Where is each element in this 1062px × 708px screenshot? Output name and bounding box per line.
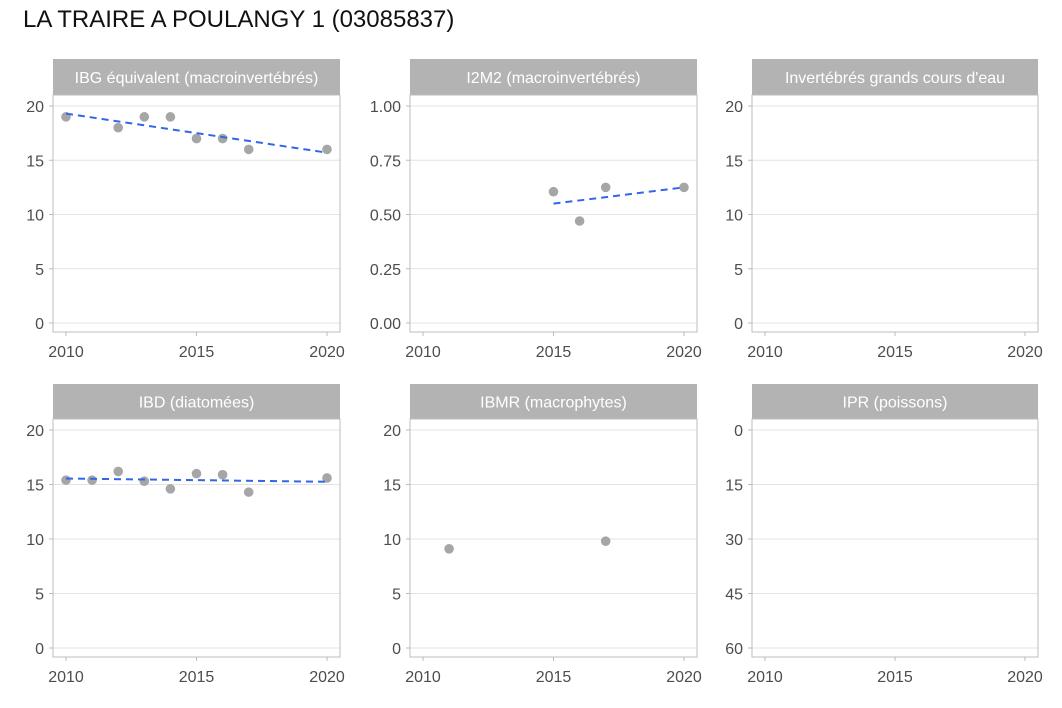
data-point [679,182,689,193]
data-point [61,475,71,485]
x-tick-label: 2020 [1007,669,1043,686]
facet-title: IBD (diatomées) [139,395,255,412]
x-tick-label: 2020 [309,344,345,361]
y-tick-label: 20 [725,99,743,116]
facet-panel-5: IBMR (macrophytes) 0 5 10 15 20 2010 2015 2020 [383,384,702,686]
panel-border [409,418,698,658]
data-point [139,476,150,487]
data-point [191,468,202,479]
facet-title: IBMR (macrophytes) [480,395,627,412]
facet-panel-1: IBG équivalent (macroinvertébrés) 0 5 10 15 2… [26,59,345,361]
y-tick-label: 0 [734,423,743,440]
y-tick-label: 45 [725,587,743,604]
panel-border [751,94,1039,333]
y-tick-label: 5 [734,262,743,279]
y-tick-label: 20 [26,99,44,116]
x-tick-label: 2020 [1007,344,1043,361]
facet-title: I2M2 (macroinvertébrés) [466,70,640,87]
panel-border [751,418,1039,658]
facet-title: Invertébrés grands cours d'eau [785,70,1005,87]
y-tick-label: 0 [734,316,743,333]
y-tick-label: 0 [35,316,44,333]
x-tick-label: 2015 [179,669,215,686]
facet-title: IPR (poissons) [843,395,948,412]
y-tick-label: 10 [26,532,44,549]
facet-strip [53,384,340,419]
data-point [548,186,559,197]
y-tick-label: 5 [35,262,44,279]
y-tick-label: 15 [383,478,401,495]
y-tick-label: 10 [725,208,743,225]
data-point [139,112,150,122]
data-point [217,133,228,144]
y-tick-label: 1.00 [370,99,401,116]
y-tick-label: 0.75 [370,153,401,170]
x-tick-label: 2020 [666,669,702,686]
x-tick-label: 2010 [747,669,783,686]
facet-strip [410,59,697,95]
x-tick-label: 2010 [747,344,783,361]
x-tick-label: 2015 [536,344,572,361]
facet-panel-3: Invertébrés grands cours d'eau0510152020… [725,59,1043,361]
data-point [191,133,202,144]
y-tick-label: 10 [383,532,401,549]
y-tick-label: 60 [725,641,743,658]
panel-border [52,418,341,658]
facet-strip [752,59,1038,95]
y-tick-label: 10 [26,208,44,225]
page-title: LA TRAIRE A POULANGY 1 (03085837) [23,6,455,33]
y-tick-label: 0.25 [370,262,401,279]
data-point [322,473,332,483]
y-tick-label: 15 [725,153,743,170]
y-tick-label: 15 [26,478,44,495]
facet-strip [53,59,340,95]
x-tick-label: 2020 [309,669,345,686]
data-point [217,469,228,480]
data-point [113,122,123,133]
data-point [87,475,97,485]
x-tick-label: 2015 [536,669,572,686]
y-tick-label: 0.00 [370,316,401,333]
y-tick-label: 15 [725,478,743,495]
y-tick-label: 0 [392,641,401,658]
data-point [574,216,585,226]
y-tick-label: 0.50 [370,208,401,225]
data-point [165,112,176,122]
facet-strip [410,384,697,419]
x-tick-label: 2010 [48,344,84,361]
y-tick-label: 5 [392,587,401,604]
facet-panel-4: IBD (diatomées) 0 5 10 15 20 2010 2015 2020 [26,384,345,686]
data-point [165,484,176,494]
x-tick-label: 2015 [877,669,913,686]
x-tick-label: 2010 [405,669,441,686]
panel-border [52,94,341,333]
x-tick-label: 2020 [666,344,702,361]
data-point [113,466,123,477]
data-point [243,144,254,155]
panel-border [409,94,698,333]
facet-title: IBG équivalent (macroinvertébrés) [75,70,319,87]
data-point [243,487,254,497]
y-tick-label: 30 [725,532,743,549]
y-tick-label: 20 [383,423,401,440]
y-tick-label: 15 [26,153,44,170]
y-tick-label: 5 [35,587,44,604]
data-point [444,544,454,554]
facet-panel-2: I2M2 (macroinvertébrés) 0.00 0.25 0.50 0.75 1… [370,59,702,361]
trend-line [65,477,328,483]
y-tick-label: 0 [35,641,44,658]
x-tick-label: 2015 [179,344,215,361]
trend-line [553,186,685,205]
data-point [600,536,611,546]
x-tick-label: 2010 [48,669,84,686]
x-tick-label: 2015 [877,344,913,361]
trend-line [65,112,328,154]
x-tick-label: 2010 [405,344,441,361]
y-tick-label: 20 [26,423,44,440]
facet-strip [752,384,1038,419]
data-point [322,144,332,155]
data-point [600,182,611,193]
